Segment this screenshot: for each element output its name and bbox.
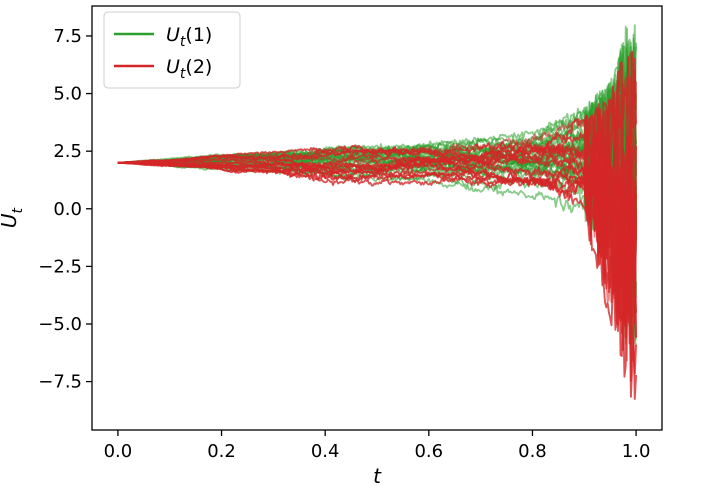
y-axis-label-main: U — [0, 213, 21, 228]
series-2-path — [117, 154, 637, 338]
x-axis-label: t — [373, 464, 382, 488]
y-axis-label: Ut — [0, 207, 26, 228]
series-2-path — [117, 143, 637, 316]
y-tick-label: 7.5 — [53, 26, 82, 47]
svg-text:Ut: Ut — [0, 207, 26, 228]
x-tick-label: 1.0 — [622, 441, 651, 462]
y-tick-label: −7.5 — [38, 372, 82, 393]
legend-box — [103, 11, 241, 89]
legend: Ut(1) Ut(2) — [103, 11, 241, 89]
x-tick-label: 0.8 — [518, 441, 547, 462]
x-tick-label: 0.0 — [104, 441, 133, 462]
y-tick-label: 2.5 — [53, 141, 82, 162]
series-2-path — [117, 131, 637, 318]
legend-label: Ut(2) — [166, 56, 212, 82]
y-axis-label-sub: t — [10, 207, 26, 213]
legend-label: Ut(1) — [166, 24, 212, 50]
x-tick-label: 0.6 — [414, 441, 443, 462]
x-tick-label: 0.2 — [207, 441, 236, 462]
plot-frame — [91, 5, 663, 431]
series-2-path — [117, 50, 637, 164]
series-paths — [117, 24, 637, 400]
x-axis: 0.0 0.2 0.4 0.6 0.8 1.0 — [104, 430, 651, 462]
y-tick-label: 0.0 — [53, 199, 82, 220]
x-tick-label: 0.4 — [311, 441, 340, 462]
y-tick-label: −2.5 — [38, 256, 82, 277]
y-tick-label: 5.0 — [53, 84, 82, 105]
y-axis: 7.5 5.0 2.5 0.0 −2.5 −5.0 −7.5 — [38, 26, 92, 393]
series-2-path — [117, 109, 637, 291]
y-tick-label: −5.0 — [38, 314, 82, 335]
